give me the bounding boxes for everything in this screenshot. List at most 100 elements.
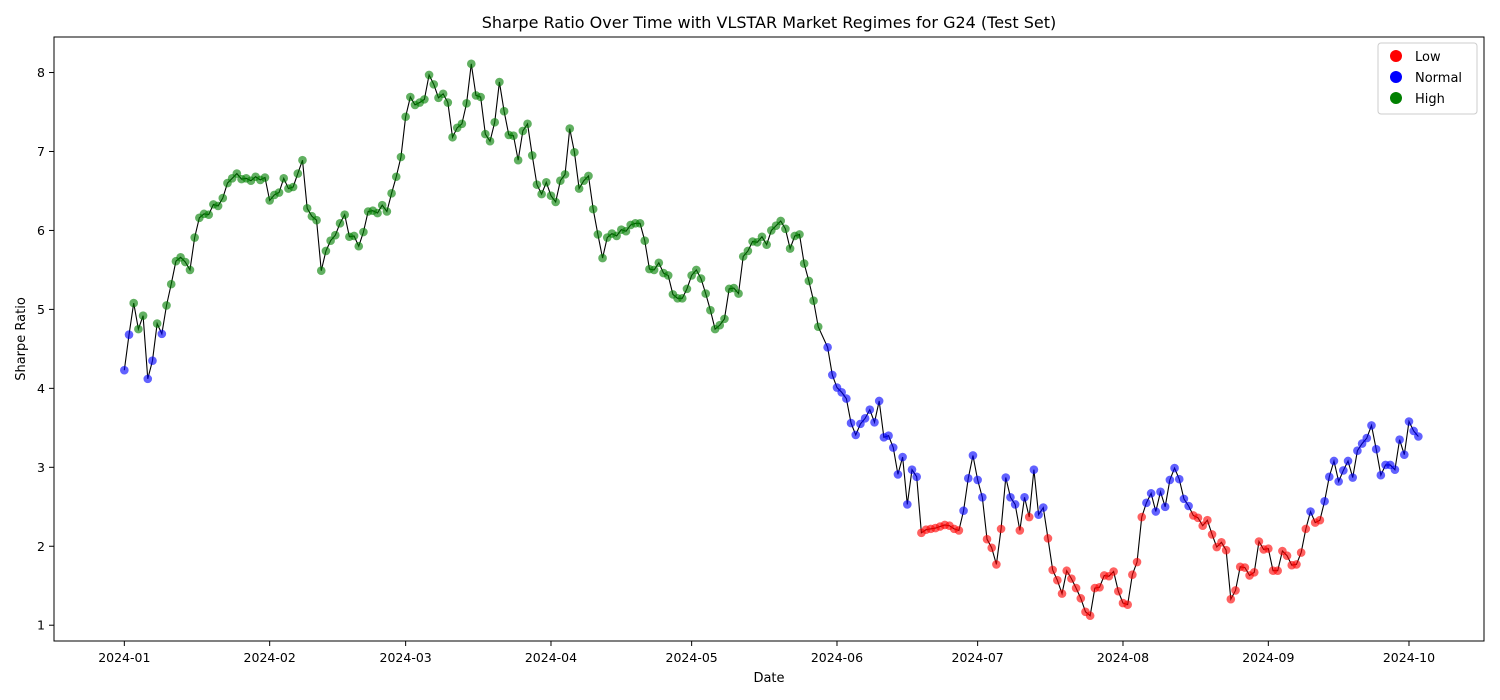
data-point-high xyxy=(274,188,284,197)
data-point-normal xyxy=(1160,502,1170,512)
data-point-low xyxy=(1114,586,1123,596)
data-point-normal xyxy=(963,474,973,483)
data-point-low xyxy=(1071,583,1081,593)
data-point-low xyxy=(1062,566,1072,576)
data-point-normal xyxy=(1376,470,1386,480)
data-point-high xyxy=(382,207,392,216)
data-point-high xyxy=(537,189,546,199)
data-point-normal xyxy=(143,374,153,384)
data-point-high xyxy=(654,258,664,268)
data-point-high xyxy=(218,193,228,203)
data-point-high xyxy=(457,119,467,129)
data-point-normal xyxy=(828,370,837,380)
data-point-high xyxy=(518,126,528,136)
plot-area xyxy=(53,36,1485,642)
y-tick-label: 3 xyxy=(37,460,45,475)
data-point-normal xyxy=(973,475,982,485)
y-tick-label: 5 xyxy=(37,302,45,317)
x-tick-label: 2024-06 xyxy=(811,650,863,665)
data-point-high xyxy=(809,296,818,306)
data-point-normal xyxy=(1306,507,1315,516)
data-point-high xyxy=(701,289,710,298)
data-point-high xyxy=(706,305,715,315)
data-point-normal xyxy=(1179,494,1189,504)
data-point-low xyxy=(1292,560,1301,569)
data-point-normal xyxy=(823,342,832,352)
data-point-low xyxy=(1043,534,1053,543)
data-point-high xyxy=(612,231,621,241)
data-point-normal xyxy=(1404,417,1414,426)
data-point-high xyxy=(401,112,410,122)
data-point-normal xyxy=(1339,466,1348,475)
data-point-low xyxy=(1207,530,1217,539)
y-tick-label: 2 xyxy=(37,539,45,554)
data-point-normal xyxy=(1395,435,1404,444)
y-axis: 1 2 3 4 5 6 7 8 xyxy=(37,65,54,633)
legend-box xyxy=(1377,42,1478,115)
data-point-high xyxy=(640,236,650,245)
data-point-high xyxy=(682,284,692,294)
data-point-high xyxy=(799,259,809,268)
data-point-high xyxy=(288,182,298,192)
data-point-normal xyxy=(1362,433,1372,443)
data-point-normal xyxy=(1414,432,1423,441)
data-point-high xyxy=(696,274,706,283)
data-point-normal xyxy=(1324,472,1334,482)
data-point-high xyxy=(523,119,532,129)
data-point-high xyxy=(349,231,359,241)
data-point-normal xyxy=(865,405,875,414)
data-point-high xyxy=(391,172,401,182)
data-point-high xyxy=(260,173,270,182)
data-point-high xyxy=(373,208,382,218)
data-points-layer xyxy=(120,59,1423,621)
legend-marker-low xyxy=(1390,50,1402,62)
data-point-low xyxy=(1231,586,1240,595)
data-point-high xyxy=(542,177,551,187)
data-point-high xyxy=(406,92,415,102)
data-point-low xyxy=(1057,589,1067,598)
data-point-normal xyxy=(120,365,129,375)
data-point-high xyxy=(331,230,340,240)
data-point-high xyxy=(354,241,364,251)
data-point-high xyxy=(293,169,303,178)
data-point-normal xyxy=(842,394,851,403)
data-point-high xyxy=(734,289,743,298)
data-point-normal xyxy=(870,418,879,427)
data-point-high xyxy=(804,276,814,286)
data-point-high xyxy=(762,240,771,249)
legend-label-normal: Normal xyxy=(1415,71,1462,86)
data-point-high xyxy=(298,155,307,165)
data-point-normal xyxy=(874,396,884,406)
data-point-normal xyxy=(1343,456,1353,466)
data-point-high xyxy=(180,257,190,267)
data-point-high xyxy=(340,210,349,219)
data-point-high xyxy=(757,232,767,242)
data-point-low xyxy=(1249,568,1259,577)
data-point-high xyxy=(490,117,500,127)
y-tick-label: 1 xyxy=(37,618,45,633)
data-point-low xyxy=(1240,563,1250,572)
data-point-high xyxy=(649,265,659,275)
data-point-low xyxy=(1123,600,1132,609)
data-point-high xyxy=(546,191,556,200)
data-point-high xyxy=(420,95,429,104)
x-tick-label: 2024-07 xyxy=(952,650,1004,665)
data-point-high xyxy=(565,124,575,133)
chart-title: Sharpe Ratio Over Time with VLSTAR Marke… xyxy=(482,13,1057,32)
data-point-high xyxy=(532,180,542,189)
data-point-normal xyxy=(888,443,898,452)
data-point-high xyxy=(335,219,345,228)
data-point-high xyxy=(185,265,195,275)
legend-label-high: High xyxy=(1415,92,1445,107)
data-point-low xyxy=(1226,594,1236,604)
y-tick-label: 6 xyxy=(37,223,45,238)
data-point-high xyxy=(204,210,214,219)
data-point-high xyxy=(743,246,753,256)
data-point-high xyxy=(279,174,289,183)
data-point-normal xyxy=(1006,493,1015,502)
data-point-normal xyxy=(860,414,870,423)
legend: Low Normal High xyxy=(1377,42,1478,115)
data-point-high xyxy=(302,204,312,213)
data-point-high xyxy=(443,98,453,107)
data-point-high xyxy=(677,294,687,303)
